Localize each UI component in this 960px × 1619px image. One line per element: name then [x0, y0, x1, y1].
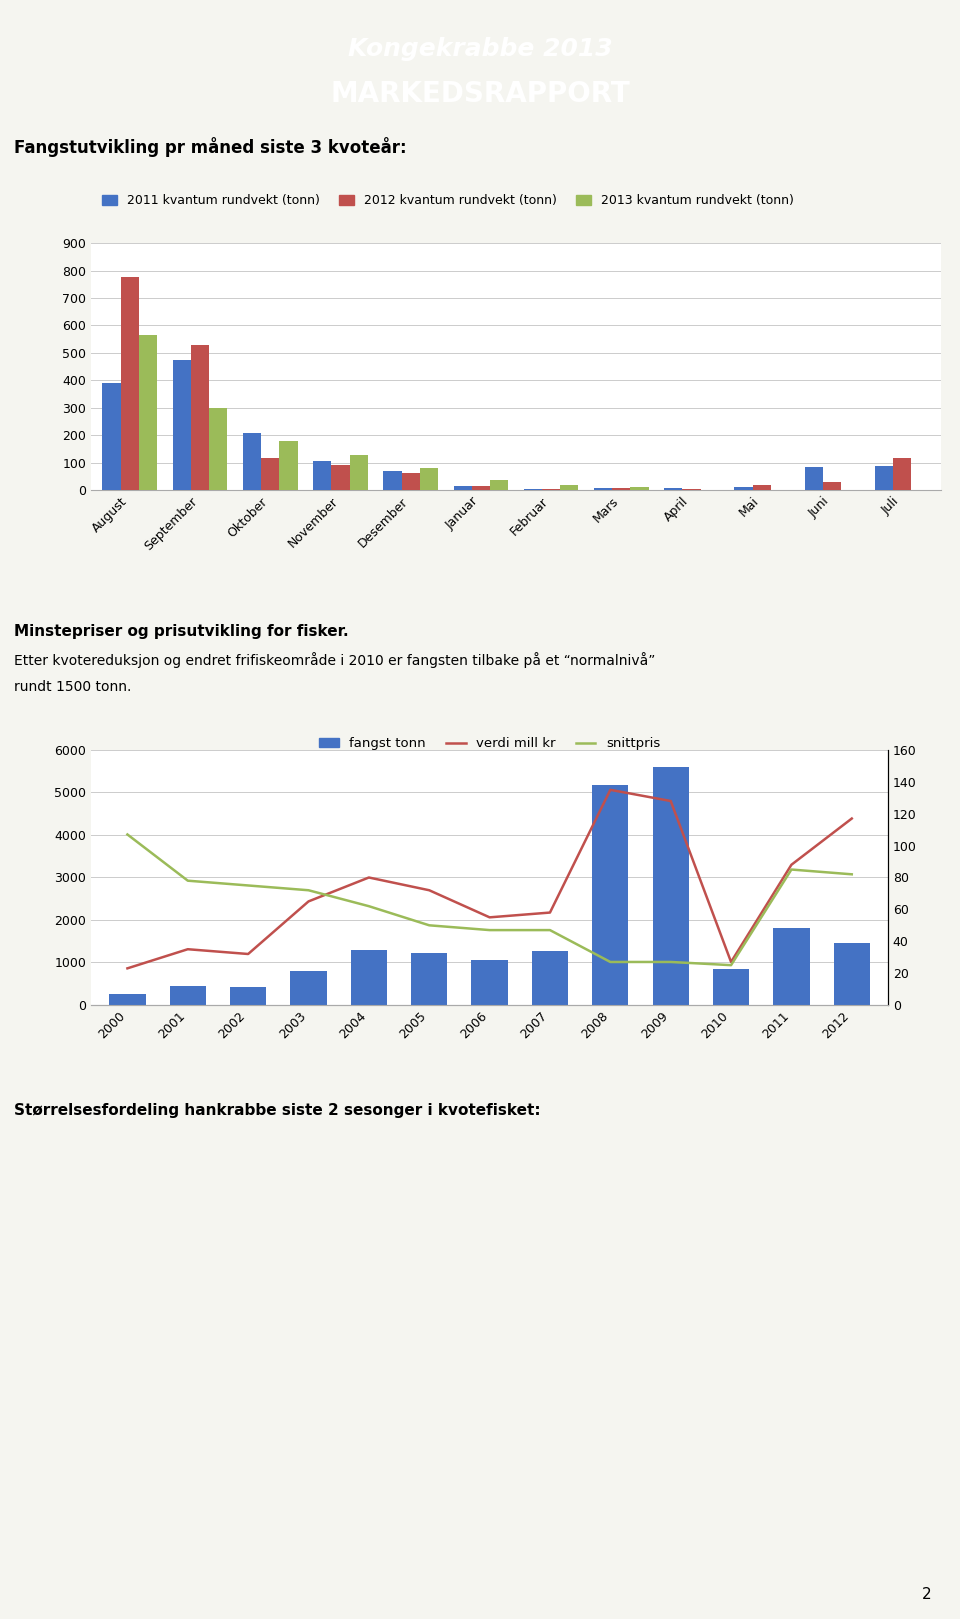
Bar [383, 471, 401, 491]
Bar [290, 971, 326, 1005]
Bar [594, 487, 612, 491]
Bar [612, 487, 631, 491]
Bar [109, 994, 146, 1005]
Bar [833, 942, 870, 1005]
Text: Kongekrabbe 2013: Kongekrabbe 2013 [348, 37, 612, 62]
Bar [279, 440, 298, 491]
Text: Størrelsesfordeling hankrabbe siste 2 sesonger i kvotefisket:: Størrelsesfordeling hankrabbe siste 2 se… [14, 1104, 540, 1119]
Bar [753, 486, 771, 491]
Text: Etter kvotereduksjon og endret frifiskeområde i 2010 er fangsten tilbake på et “: Etter kvotereduksjon og endret frifiskeo… [14, 652, 656, 669]
Text: Minstepriser og prisutvikling for fisker.: Minstepriser og prisutvikling for fisker… [14, 623, 348, 640]
Bar [209, 408, 228, 491]
Bar [734, 487, 753, 491]
Bar [173, 359, 191, 491]
Text: MARKEDSRAPPORT: MARKEDSRAPPORT [330, 79, 630, 107]
Bar [261, 458, 279, 491]
Bar [453, 486, 471, 491]
Bar [103, 384, 121, 491]
Bar [191, 345, 209, 491]
Bar [401, 473, 420, 491]
Bar [230, 986, 266, 1005]
Bar [774, 929, 809, 1005]
Bar [331, 465, 349, 491]
Bar [243, 434, 261, 491]
Bar [490, 481, 508, 491]
Legend: fangst tonn, verdi mill kr, snittpris: fangst tonn, verdi mill kr, snittpris [314, 732, 665, 756]
Bar [313, 461, 331, 491]
Text: Fangstutvikling pr måned siste 3 kvoteår:: Fangstutvikling pr måned siste 3 kvoteår… [14, 138, 407, 157]
Bar [350, 950, 387, 1005]
Text: rundt 1500 tonn.: rundt 1500 tonn. [14, 680, 132, 695]
Bar [139, 335, 157, 491]
Bar [121, 277, 139, 491]
Bar [532, 950, 568, 1005]
Legend: 2011 kvantum rundvekt (tonn), 2012 kvantum rundvekt (tonn), 2013 kvantum rundvek: 2011 kvantum rundvekt (tonn), 2012 kvant… [98, 189, 799, 212]
Bar [664, 487, 683, 491]
Bar [471, 486, 490, 491]
Bar [631, 487, 649, 491]
Bar [804, 466, 823, 491]
Bar [561, 484, 579, 491]
Bar [823, 482, 841, 491]
Bar [653, 767, 688, 1005]
Bar [875, 466, 893, 491]
Bar [713, 968, 749, 1005]
Bar [471, 960, 508, 1005]
Bar [592, 785, 629, 1005]
Bar [170, 986, 205, 1005]
Bar [420, 468, 438, 491]
Bar [411, 952, 447, 1005]
Bar [349, 455, 368, 491]
Text: 2: 2 [922, 1587, 931, 1603]
Bar [893, 458, 911, 491]
